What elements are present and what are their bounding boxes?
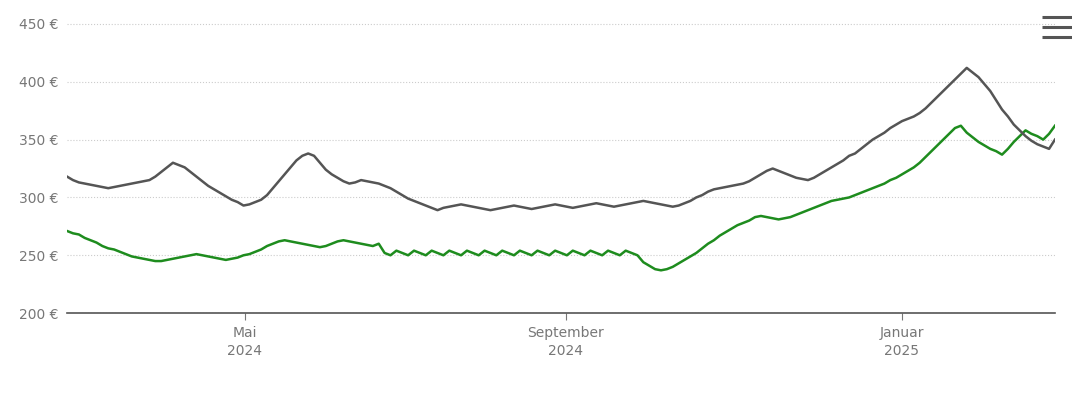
Legend: lose Ware, Sackware: lose Ware, Sackware — [431, 410, 691, 412]
